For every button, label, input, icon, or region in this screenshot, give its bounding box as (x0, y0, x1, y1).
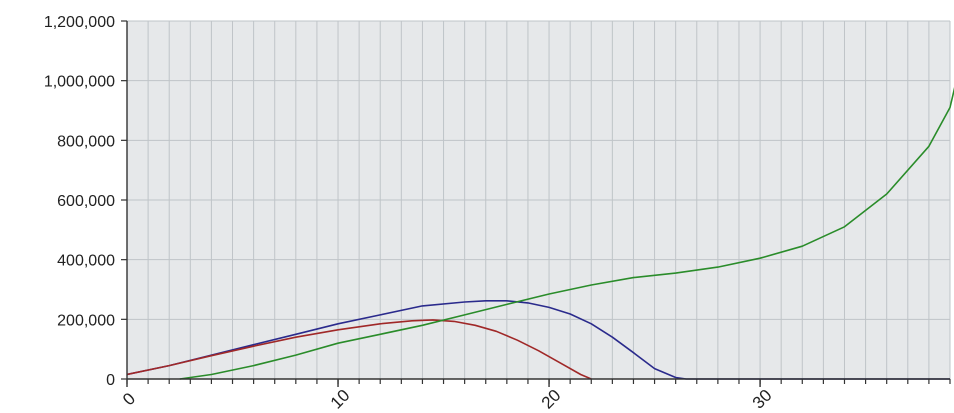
y-axis-ticks: 0 200,000 400,000 600,000 800,000 1,000,000 1,… (44, 14, 127, 389)
x-tick-label: 20 (538, 386, 565, 413)
y-tick-label: 0 (106, 372, 115, 389)
horizontal-gridlines (127, 20, 950, 320)
y-tick-label: 200,000 (57, 312, 115, 329)
x-axis-ticks: 0 10 20 30 (119, 379, 776, 413)
series-line-2 (126, 319, 592, 380)
y-tick-label: 1,200,000 (44, 14, 115, 31)
y-tick-label: 600,000 (57, 193, 115, 210)
y-tick-label: 400,000 (57, 253, 115, 270)
y-tick-label: 800,000 (57, 133, 115, 150)
series-line-3 (179, 86, 954, 380)
x-tick-label: 10 (327, 386, 354, 413)
y-tick-label: 1,000,000 (44, 74, 115, 91)
x-tick-label: 30 (749, 386, 776, 413)
series-layer (126, 86, 954, 380)
x-tick-label: 0 (119, 389, 139, 409)
series-line-1 (126, 300, 950, 380)
